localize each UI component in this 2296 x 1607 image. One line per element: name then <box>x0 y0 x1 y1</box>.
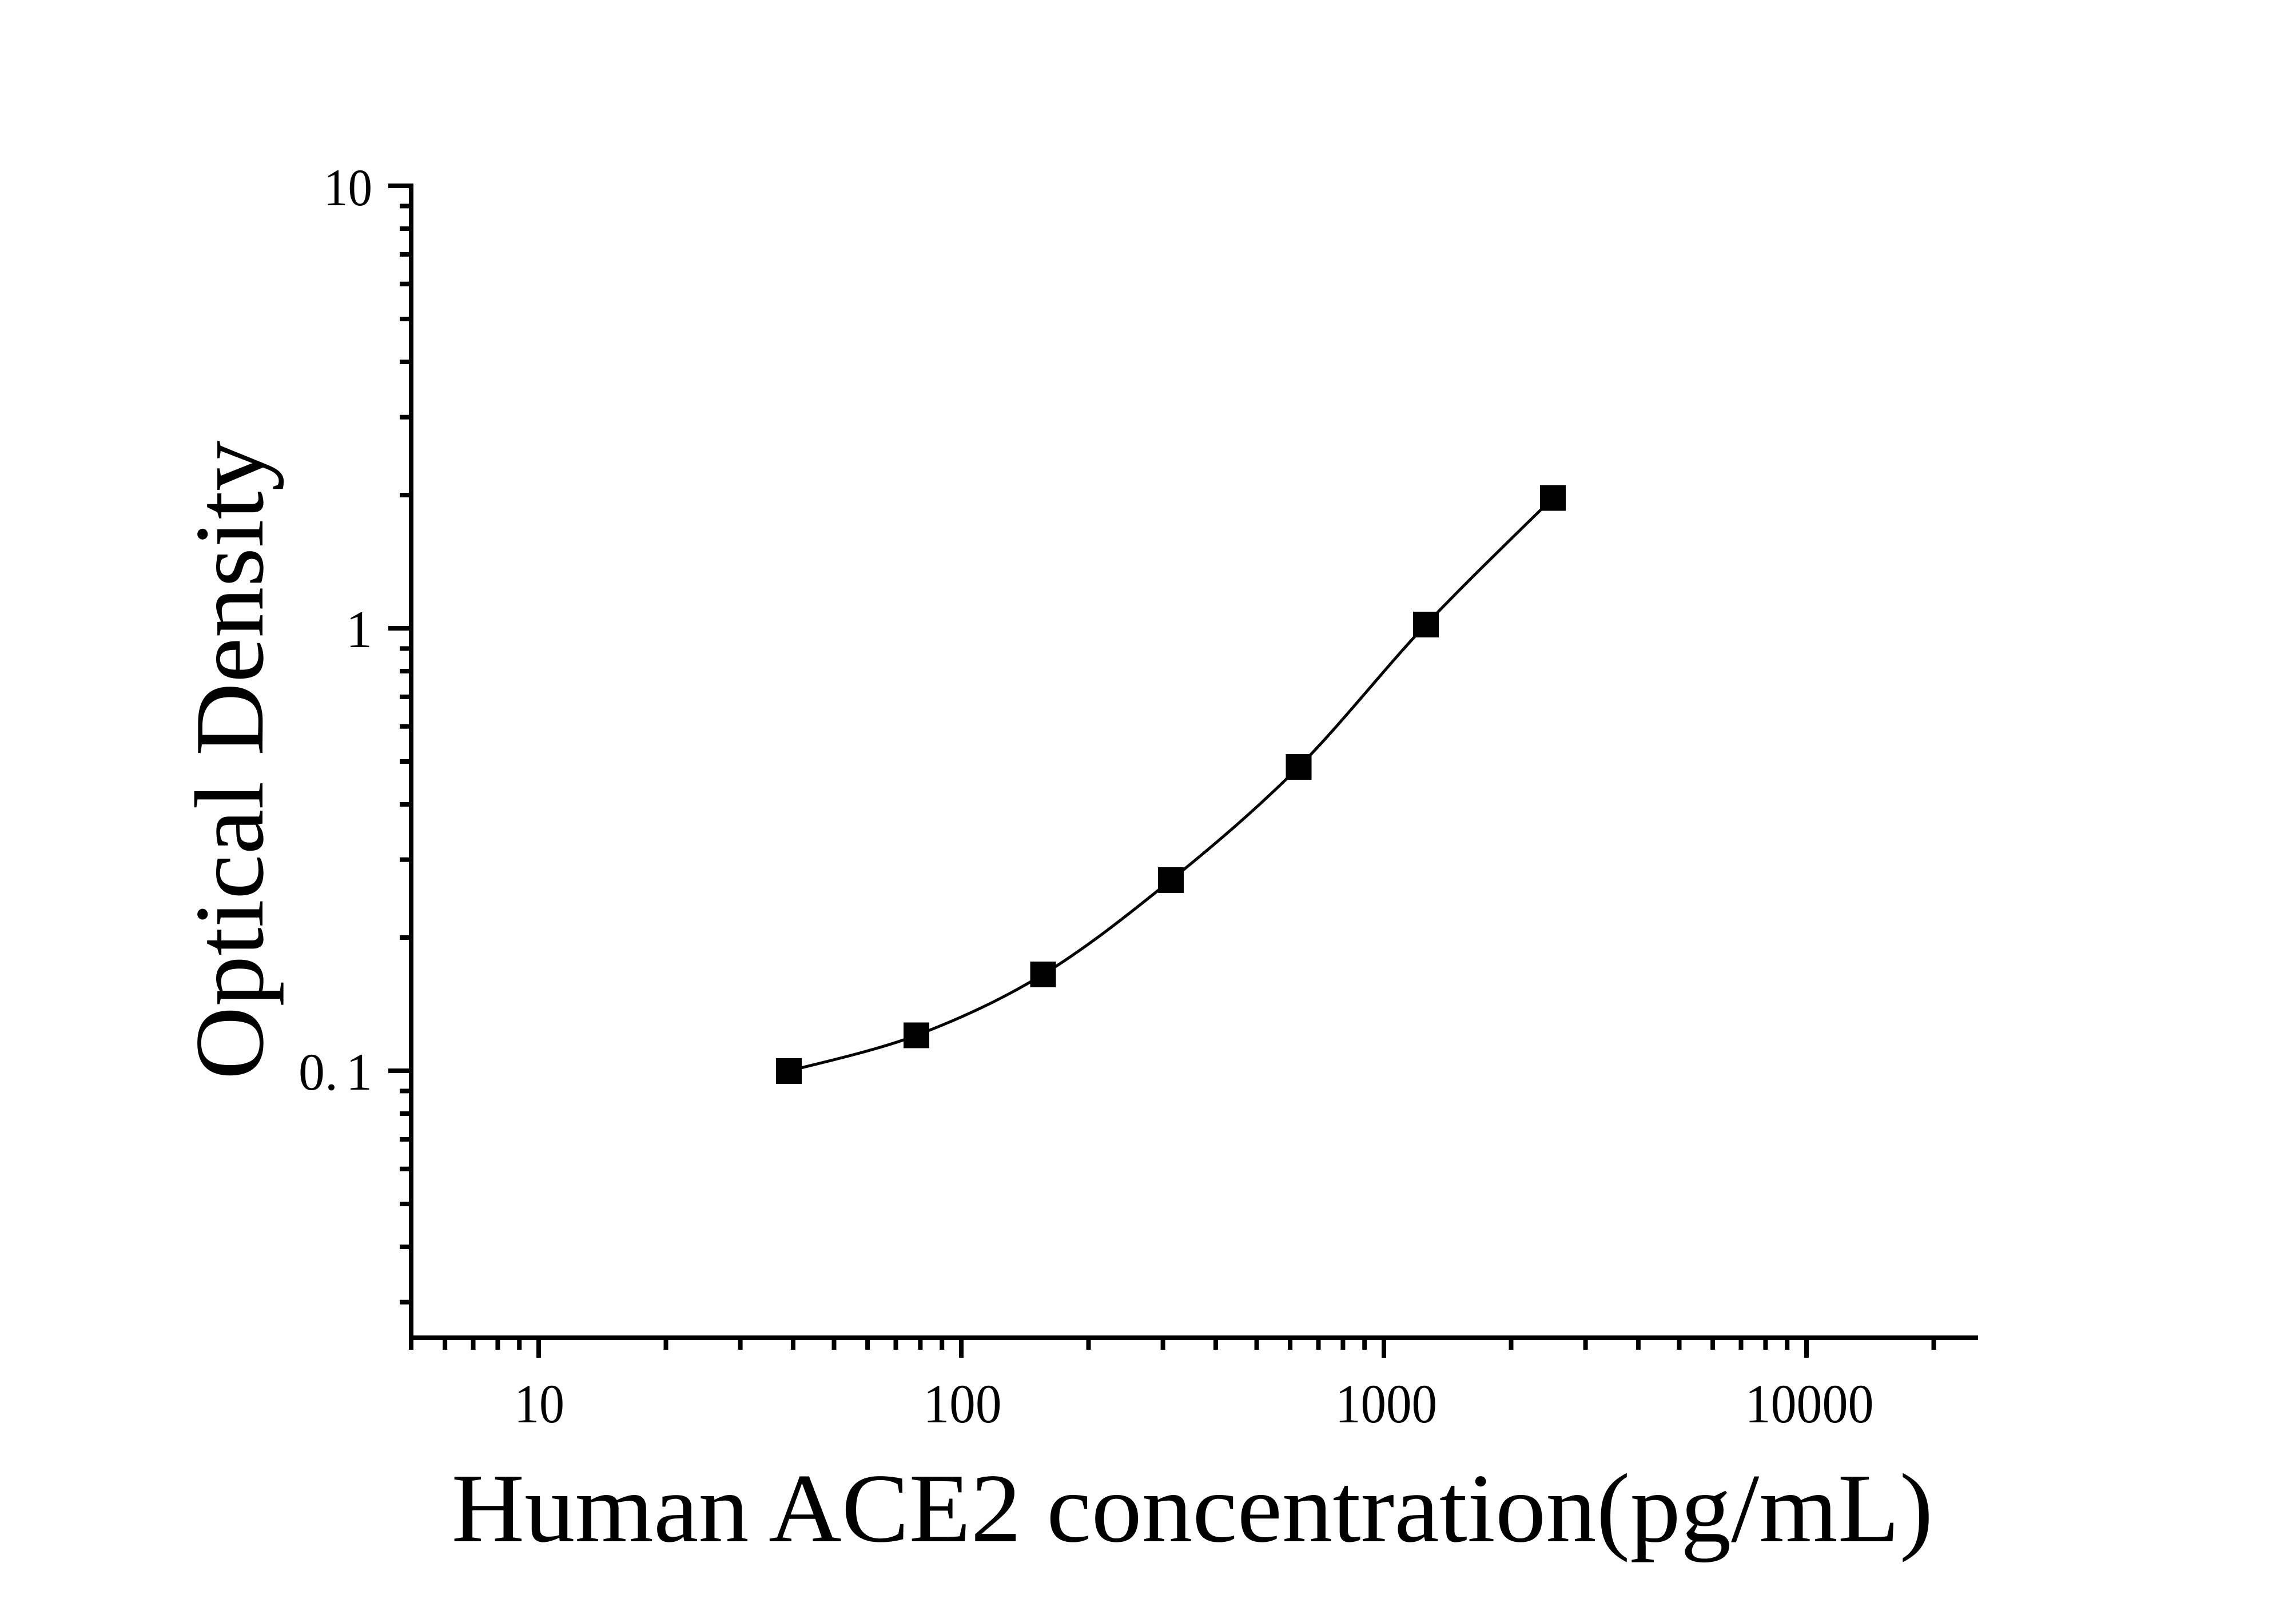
svg-text:100: 100 <box>924 1373 1002 1434</box>
svg-text:Optical Density: Optical Density <box>176 441 284 1080</box>
svg-text:10: 10 <box>514 1373 564 1434</box>
svg-text:10000: 10000 <box>1745 1373 1874 1434</box>
svg-text:10: 10 <box>324 158 372 217</box>
svg-text:0.: 0. <box>299 1043 338 1101</box>
svg-text:Human ACE2 concentration(pg/mL: Human ACE2 concentration(pg/mL) <box>452 1454 1933 1563</box>
svg-text:1: 1 <box>346 1043 372 1101</box>
svg-text:1000: 1000 <box>1335 1373 1437 1434</box>
svg-text:1: 1 <box>346 600 372 659</box>
